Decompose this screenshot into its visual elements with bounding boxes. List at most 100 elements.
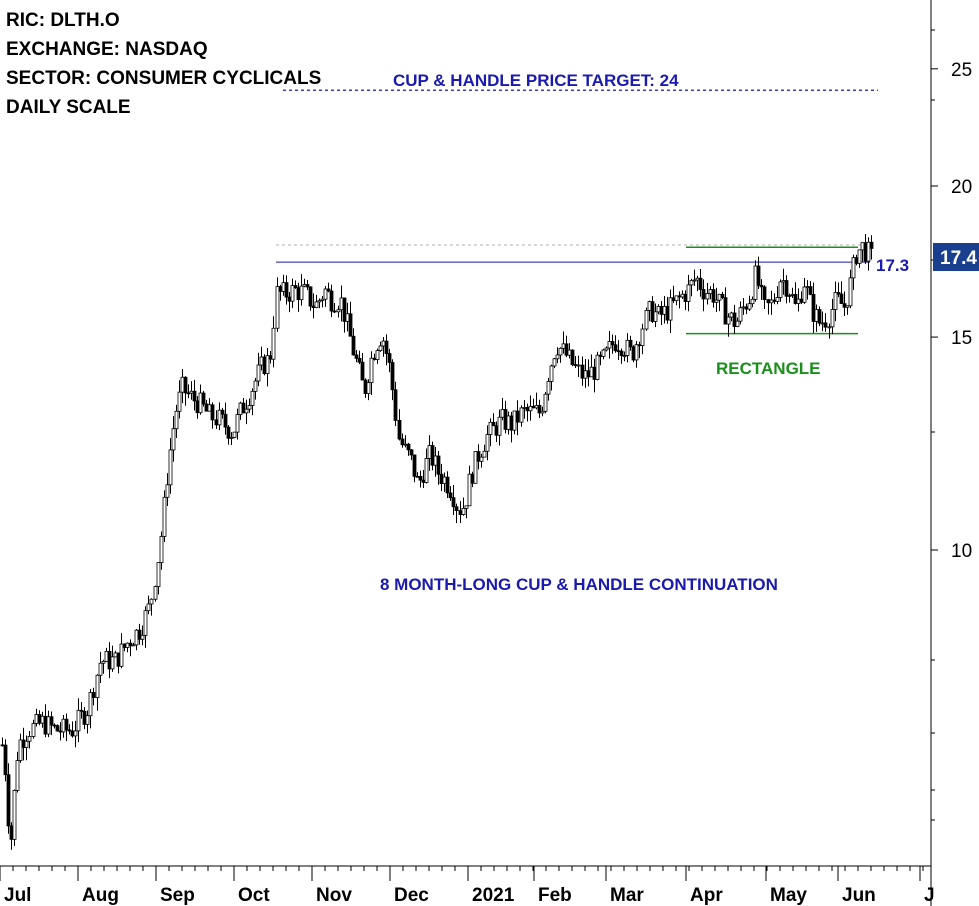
candle-body bbox=[265, 355, 270, 375]
candle-body bbox=[695, 277, 700, 281]
candle-body bbox=[515, 410, 520, 423]
candle-body bbox=[64, 718, 69, 731]
candle-body bbox=[387, 353, 392, 363]
candle-body bbox=[552, 358, 557, 367]
candle-body bbox=[125, 642, 130, 648]
candle-body bbox=[149, 598, 154, 605]
candle-body bbox=[717, 293, 722, 301]
candle-body bbox=[134, 629, 139, 646]
candle-body bbox=[421, 479, 426, 483]
candle-body bbox=[726, 316, 731, 325]
time-tick-label: May bbox=[770, 885, 807, 906]
candle-body bbox=[146, 603, 151, 612]
candle-body bbox=[589, 366, 594, 378]
candle-body bbox=[357, 357, 362, 363]
candle-body bbox=[49, 716, 54, 726]
candle-body bbox=[37, 714, 42, 724]
candle-body bbox=[55, 725, 60, 732]
ticker-info: RIC: DLTH.O EXCHANGE: NASDAQ SECTOR: CON… bbox=[6, 6, 321, 122]
candle-body bbox=[415, 475, 420, 478]
candle-body bbox=[622, 355, 627, 357]
candle-body bbox=[195, 400, 200, 414]
candle-body bbox=[247, 405, 252, 410]
candle-body bbox=[82, 710, 87, 725]
candle-body bbox=[180, 376, 185, 393]
time-tick-label: Feb bbox=[538, 885, 572, 906]
price-tick-label: 20 bbox=[951, 177, 972, 198]
candle-body bbox=[430, 445, 435, 466]
candle-body bbox=[662, 305, 667, 315]
candle-body bbox=[171, 428, 176, 451]
candle-body bbox=[217, 409, 222, 426]
candle-body bbox=[619, 350, 624, 357]
candle-body bbox=[778, 281, 783, 298]
candle-body bbox=[314, 301, 319, 309]
candle-body bbox=[866, 241, 871, 262]
candle-body bbox=[21, 739, 26, 748]
candle-body bbox=[860, 242, 865, 251]
candle-body bbox=[531, 405, 536, 409]
candle-body bbox=[73, 730, 78, 737]
candle-body bbox=[647, 301, 652, 311]
candle-body bbox=[6, 774, 11, 827]
candle-body bbox=[113, 652, 118, 658]
candle-body bbox=[3, 744, 8, 776]
candle-body bbox=[451, 497, 456, 508]
candle-body bbox=[302, 284, 307, 287]
candle-body bbox=[506, 415, 511, 430]
candle-body bbox=[290, 285, 295, 302]
candle-body bbox=[229, 437, 234, 439]
candle-body bbox=[735, 320, 740, 327]
candle-body bbox=[214, 419, 219, 426]
candle-body bbox=[104, 650, 109, 662]
price-tick-label: 15 bbox=[951, 328, 972, 349]
candle-body bbox=[839, 293, 844, 304]
candle-body bbox=[79, 709, 84, 712]
candle-body bbox=[235, 414, 240, 433]
candle-body bbox=[0, 744, 5, 747]
candle-body bbox=[753, 265, 758, 300]
candle-body bbox=[708, 289, 713, 294]
time-tick-label: Sep bbox=[160, 885, 195, 906]
candle-body bbox=[519, 407, 524, 423]
candle-body bbox=[259, 356, 264, 366]
candle-body bbox=[140, 634, 145, 640]
candle-body bbox=[342, 297, 347, 322]
candle-body bbox=[836, 292, 841, 295]
candle-body bbox=[848, 277, 853, 307]
candle-body bbox=[323, 288, 328, 300]
candle-body bbox=[268, 355, 273, 360]
candle-body bbox=[558, 347, 563, 356]
candle-body bbox=[601, 349, 606, 357]
candle-body bbox=[34, 714, 39, 724]
candle-body bbox=[509, 415, 514, 431]
candle-body bbox=[296, 287, 301, 301]
price-axis-ticks: 10 15 20 25 bbox=[931, 29, 972, 821]
candle-body bbox=[311, 305, 316, 309]
candle-body bbox=[271, 327, 276, 360]
candle-body bbox=[680, 293, 685, 298]
candle-body bbox=[759, 284, 764, 288]
candle-body bbox=[15, 760, 20, 791]
candle-body bbox=[769, 299, 774, 304]
candle-body bbox=[701, 289, 706, 300]
candle-body bbox=[583, 370, 588, 379]
candle-body bbox=[705, 293, 710, 300]
candle-body bbox=[189, 390, 194, 394]
candle-body bbox=[348, 313, 353, 337]
candle-body bbox=[9, 825, 14, 840]
candle-body bbox=[156, 562, 161, 587]
candle-body bbox=[488, 421, 493, 435]
candle-body bbox=[448, 492, 453, 499]
candle-body bbox=[854, 257, 859, 264]
time-tick-label: Dec bbox=[394, 885, 429, 906]
candle-body bbox=[308, 286, 313, 307]
candle-body bbox=[580, 364, 585, 379]
candle-body bbox=[275, 286, 280, 329]
candle-body bbox=[628, 339, 633, 348]
candle-body bbox=[461, 507, 466, 515]
candle-body bbox=[424, 458, 429, 483]
candle-body bbox=[817, 309, 822, 324]
candle-body bbox=[842, 303, 847, 308]
candle-body bbox=[223, 413, 228, 428]
